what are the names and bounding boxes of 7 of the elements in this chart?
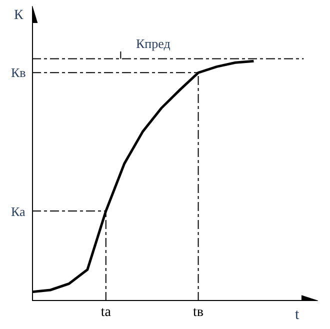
ref-line-label: Кпред	[136, 36, 171, 51]
x-tick-label: tа	[100, 305, 112, 320]
y-axis-title: К	[14, 8, 24, 23]
x-axis-title: t	[295, 307, 300, 323]
ref-line-label: Ка	[11, 204, 26, 219]
x-tick-label: tв	[193, 305, 204, 320]
ref-line-label: Кв	[11, 65, 26, 80]
